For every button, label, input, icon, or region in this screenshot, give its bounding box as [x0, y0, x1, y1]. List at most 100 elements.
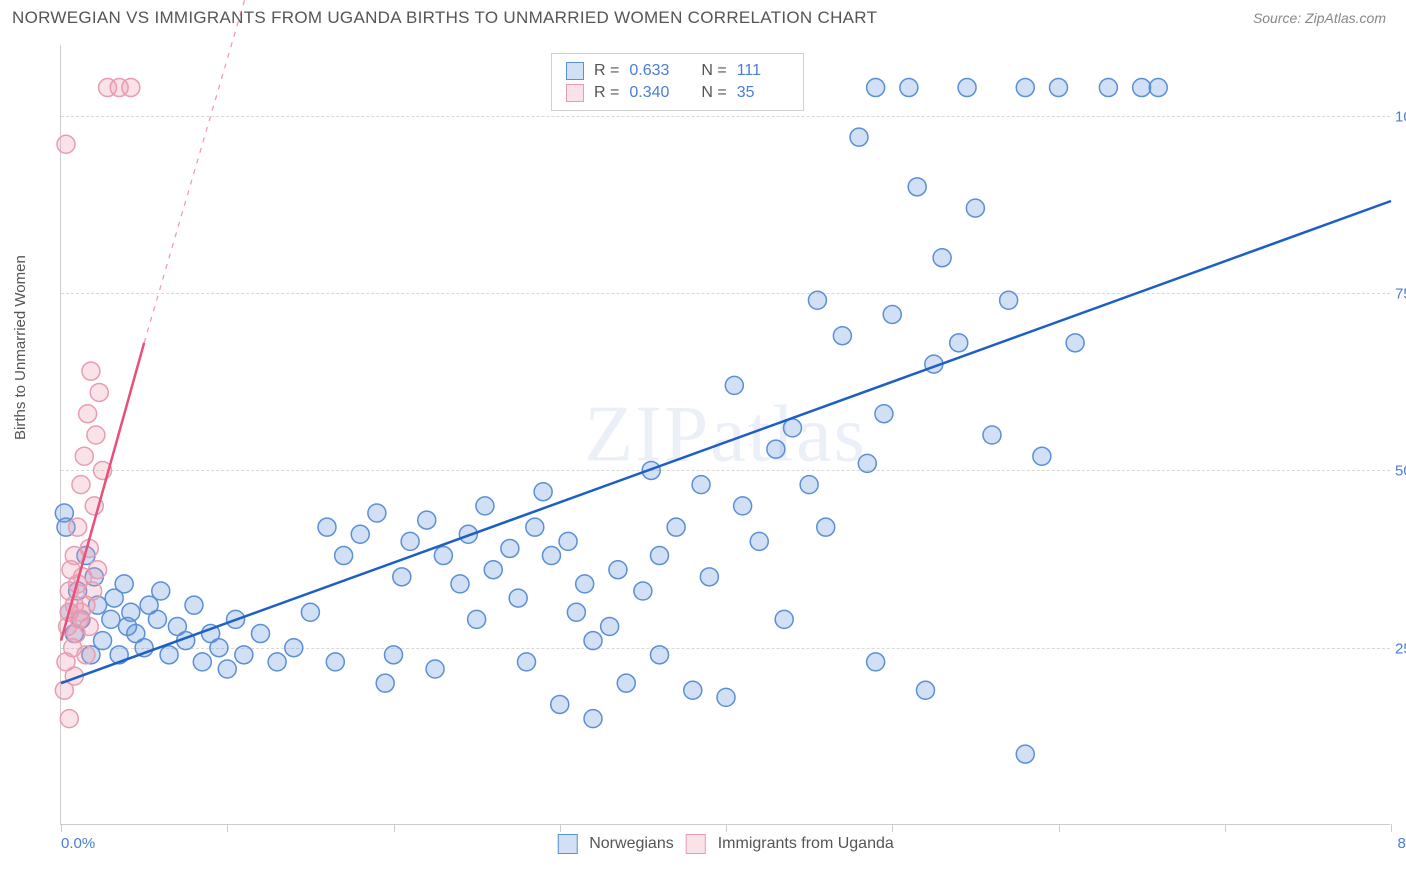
data-point-uganda: [122, 79, 140, 97]
data-point-norwegians: [301, 603, 319, 621]
n-value-uganda: 35: [737, 84, 789, 102]
data-point-norwegians: [1050, 79, 1068, 97]
data-point-norwegians: [55, 504, 73, 522]
swatch-norwegians: [557, 834, 577, 854]
data-point-norwegians: [526, 518, 544, 536]
source-label: Source: ZipAtlas.com: [1253, 10, 1386, 26]
legend-label-norwegians: Norwegians: [589, 835, 673, 853]
legend-series: Norwegians Immigrants from Uganda: [557, 834, 894, 854]
data-point-norwegians: [235, 646, 253, 664]
y-axis-label: Births to Unmarried Women: [12, 255, 29, 440]
data-point-norwegians: [152, 582, 170, 600]
scatter-plot: [61, 45, 1390, 824]
data-point-uganda: [77, 646, 95, 664]
data-point-norwegians: [933, 249, 951, 267]
data-point-norwegians: [268, 653, 286, 671]
data-point-norwegians: [584, 710, 602, 728]
data-point-norwegians: [468, 610, 486, 628]
data-point-norwegians: [1149, 79, 1167, 97]
data-point-norwegians: [1066, 334, 1084, 352]
trend-line-dash-uganda: [144, 0, 294, 343]
data-point-norwegians: [518, 653, 536, 671]
data-point-norwegians: [576, 575, 594, 593]
data-point-norwegians: [418, 511, 436, 529]
data-point-uganda: [80, 617, 98, 635]
data-point-norwegians: [451, 575, 469, 593]
data-point-norwegians: [376, 674, 394, 692]
data-point-norwegians: [501, 539, 519, 557]
data-point-norwegians: [210, 639, 228, 657]
data-point-norwegians: [867, 79, 885, 97]
data-point-norwegians: [784, 419, 802, 437]
data-point-norwegians: [218, 660, 236, 678]
data-point-uganda: [90, 383, 108, 401]
data-point-norwegians: [651, 547, 669, 565]
n-label: N =: [701, 84, 726, 102]
data-point-norwegians: [484, 561, 502, 579]
data-point-uganda: [79, 405, 97, 423]
data-point-uganda: [82, 362, 100, 380]
data-point-norwegians: [542, 547, 560, 565]
data-point-norwegians: [692, 476, 710, 494]
data-point-norwegians: [651, 646, 669, 664]
data-point-uganda: [57, 135, 75, 153]
data-point-norwegians: [917, 681, 935, 699]
y-tick-label: 50.0%: [1395, 463, 1406, 480]
data-point-norwegians: [750, 532, 768, 550]
data-point-norwegians: [908, 178, 926, 196]
data-point-norwegians: [808, 291, 826, 309]
data-point-norwegians: [817, 518, 835, 536]
data-point-norwegians: [115, 575, 133, 593]
data-point-norwegians: [122, 603, 140, 621]
data-point-norwegians: [767, 440, 785, 458]
legend-stats: R = 0.633 N = 111 R = 0.340 N = 35: [551, 53, 804, 111]
legend-row-norwegians: R = 0.633 N = 111: [566, 60, 789, 82]
data-point-norwegians: [318, 518, 336, 536]
data-point-norwegians: [326, 653, 344, 671]
data-point-norwegians: [193, 653, 211, 671]
r-value-norwegians: 0.633: [629, 62, 681, 80]
legend-label-uganda: Immigrants from Uganda: [718, 835, 894, 853]
data-point-norwegians: [335, 547, 353, 565]
r-value-uganda: 0.340: [629, 84, 681, 102]
data-point-norwegians: [1099, 79, 1117, 97]
data-point-norwegians: [94, 632, 112, 650]
data-point-norwegians: [551, 695, 569, 713]
data-point-norwegians: [584, 632, 602, 650]
data-point-norwegians: [800, 476, 818, 494]
data-point-uganda: [72, 476, 90, 494]
data-point-norwegians: [875, 405, 893, 423]
data-point-norwegians: [634, 582, 652, 600]
swatch-uganda: [686, 834, 706, 854]
data-point-norwegians: [285, 639, 303, 657]
data-point-norwegians: [617, 674, 635, 692]
data-point-uganda: [89, 561, 107, 579]
data-point-norwegians: [567, 603, 585, 621]
data-point-norwegians: [102, 610, 120, 628]
data-point-norwegians: [534, 483, 552, 501]
trend-line-norwegians: [61, 201, 1391, 683]
data-point-norwegians: [725, 376, 743, 394]
data-point-norwegians: [1016, 79, 1034, 97]
data-point-norwegians: [958, 79, 976, 97]
data-point-norwegians: [185, 596, 203, 614]
data-point-norwegians: [1133, 79, 1151, 97]
data-point-norwegians: [559, 532, 577, 550]
data-point-uganda: [60, 710, 78, 728]
data-point-norwegians: [385, 646, 403, 664]
data-point-norwegians: [867, 653, 885, 671]
data-point-norwegians: [393, 568, 411, 586]
data-point-norwegians: [401, 532, 419, 550]
data-point-norwegians: [775, 610, 793, 628]
data-point-norwegians: [684, 681, 702, 699]
data-point-norwegians: [1033, 447, 1051, 465]
data-point-norwegians: [950, 334, 968, 352]
data-point-norwegians: [833, 327, 851, 345]
data-point-norwegians: [983, 426, 1001, 444]
data-point-uganda: [69, 518, 87, 536]
data-point-norwegians: [1000, 291, 1018, 309]
swatch-uganda: [566, 84, 584, 102]
r-label: R =: [594, 62, 619, 80]
n-label: N =: [701, 62, 726, 80]
data-point-norwegians: [900, 79, 918, 97]
